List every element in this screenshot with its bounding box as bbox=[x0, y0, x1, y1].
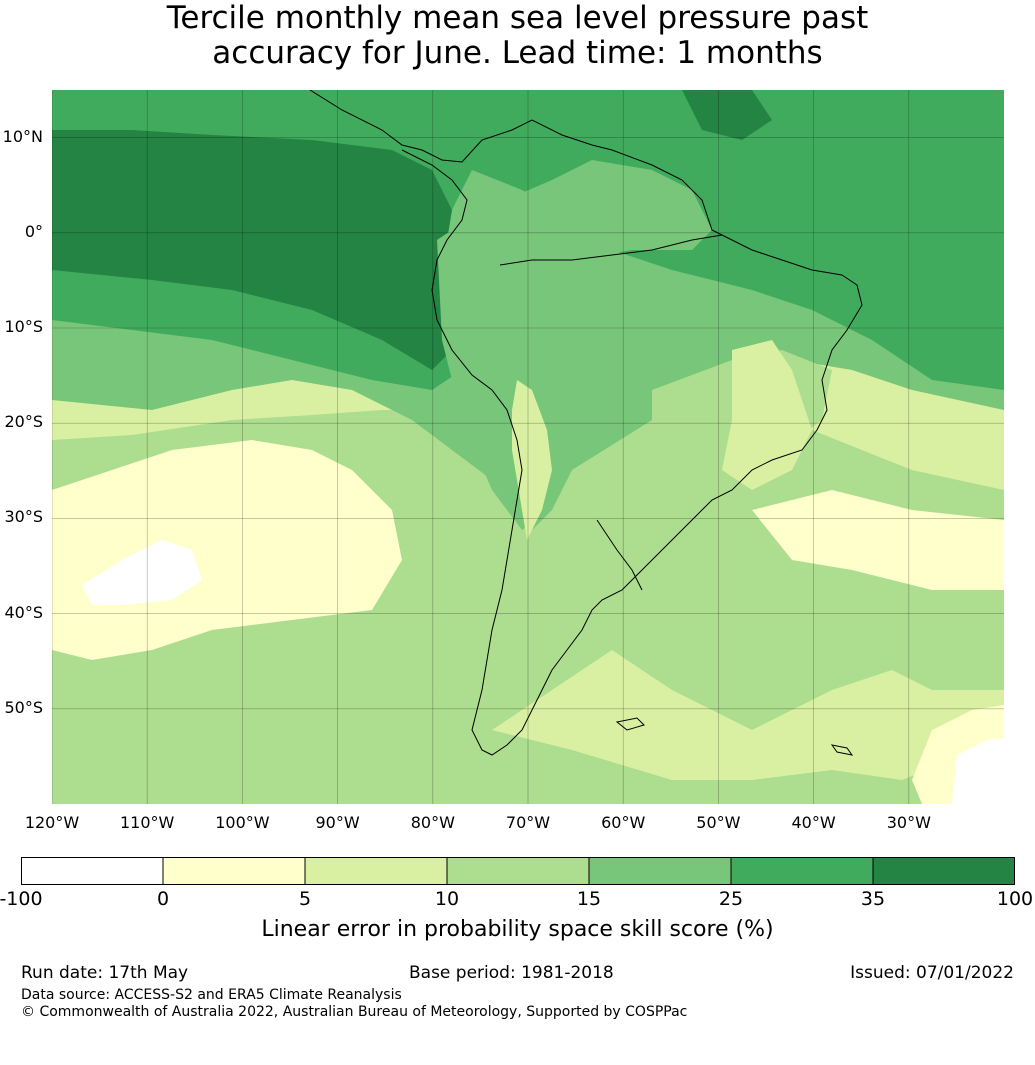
lat-label-3: 20°S bbox=[4, 412, 43, 432]
colorbar-tick-2: 5 bbox=[298, 888, 312, 910]
lon-label-7: 50°W bbox=[696, 813, 741, 832]
issued-date: Issued: 07/01/2022 bbox=[850, 963, 1014, 983]
colorbar bbox=[21, 857, 1015, 885]
coastline-south-america bbox=[309, 90, 863, 756]
map-title-line-2: accuracy for June. Lead time: 1 months bbox=[212, 35, 823, 71]
base-period: Base period: 1981-2018 bbox=[409, 963, 614, 983]
colorbar-tick-6: 35 bbox=[860, 888, 886, 910]
river-amazon bbox=[499, 234, 723, 266]
lon-label-5: 70°W bbox=[505, 813, 551, 832]
colorbar-tick-1: 0 bbox=[156, 888, 170, 910]
skill-score-map bbox=[52, 90, 1004, 804]
river-parana bbox=[596, 519, 643, 591]
lon-label-6: 60°W bbox=[601, 813, 646, 832]
colorbar-swatch-2 bbox=[304, 857, 448, 885]
region-brazil-pale bbox=[722, 340, 812, 490]
region-white-patch bbox=[82, 540, 202, 605]
colorbar-tick-0: -100 bbox=[0, 888, 43, 910]
lon-label-9: 30°W bbox=[886, 813, 931, 832]
lon-label-2: 100°W bbox=[215, 813, 270, 832]
colorbar-label: Linear error in probability space skill … bbox=[261, 917, 774, 942]
data-source: Data source: ACCESS-S2 and ERA5 Climate … bbox=[21, 987, 402, 1003]
lat-label-4: 30°S bbox=[4, 507, 43, 527]
coastline-south-georgia bbox=[830, 744, 854, 756]
colorbar-swatch-5 bbox=[730, 857, 874, 885]
colorbar-tick-4: 15 bbox=[576, 888, 602, 910]
map-title-line-1: Tercile monthly mean sea level pressure … bbox=[166, 0, 869, 36]
region-band-10-15-south bbox=[52, 650, 1004, 804]
lat-label-5: 40°S bbox=[4, 602, 43, 622]
lon-label-1: 110°W bbox=[120, 813, 175, 832]
region-continent-interior bbox=[437, 160, 712, 530]
copyright: © Commonwealth of Australia 2022, Austra… bbox=[21, 1004, 688, 1020]
region-band-0-5 bbox=[52, 440, 402, 660]
colorbar-swatch-4 bbox=[588, 857, 732, 885]
graticule bbox=[52, 90, 1004, 804]
coastline-falklands bbox=[615, 717, 645, 731]
colorbar-swatch-0 bbox=[21, 857, 164, 885]
run-date: Run date: 17th May bbox=[21, 963, 189, 983]
region-white-patch-se bbox=[952, 738, 1004, 804]
colorbar-tick-5: 25 bbox=[718, 888, 744, 910]
lat-label-2: 10°S bbox=[4, 317, 43, 336]
region-band-35-100 bbox=[52, 130, 452, 370]
colorbar-tick-3: 10 bbox=[434, 888, 460, 910]
lon-label-3: 90°W bbox=[315, 813, 360, 832]
lon-label-8: 40°W bbox=[791, 813, 836, 832]
region-andes-strip bbox=[512, 380, 552, 540]
region-band-0-5-se bbox=[752, 490, 1004, 590]
lon-label-0: 120°W bbox=[24, 813, 80, 832]
colorbar-tick-7: 100 bbox=[996, 888, 1034, 910]
lat-label-6: 50°S bbox=[4, 697, 43, 717]
lon-label-4: 80°W bbox=[410, 813, 455, 832]
colorbar-swatch-1 bbox=[162, 857, 306, 885]
colorbar-swatch-3 bbox=[446, 857, 590, 885]
colorbar-swatch-6 bbox=[872, 857, 1015, 885]
lat-label-0: 10°N bbox=[2, 126, 43, 146]
lat-label-1: 0° bbox=[24, 221, 43, 241]
region-band-35-100-atlantic bbox=[682, 90, 772, 140]
